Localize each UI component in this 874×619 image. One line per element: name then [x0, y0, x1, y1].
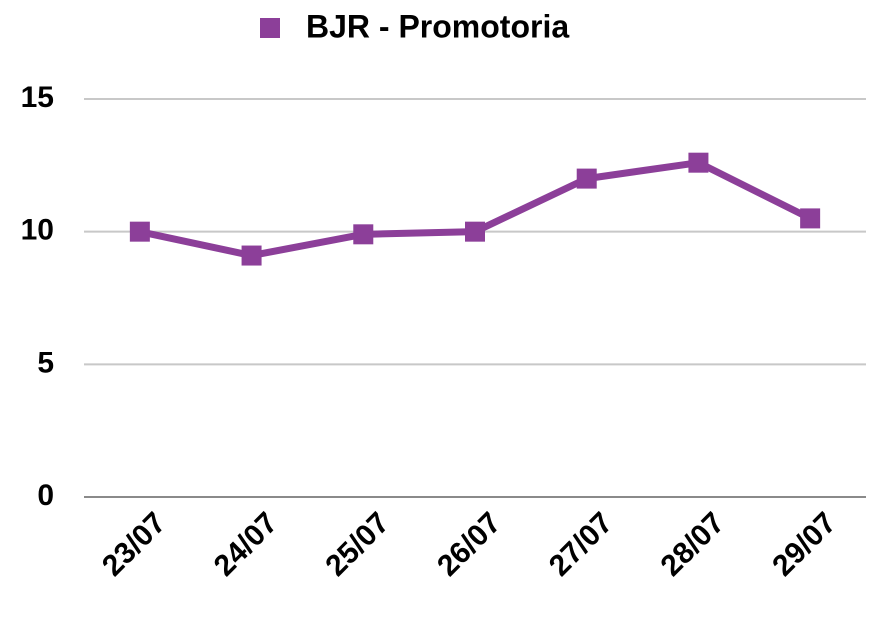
x-tick-label: 24/07 [208, 506, 284, 582]
x-tick-label: 25/07 [319, 506, 395, 582]
point-marker [353, 224, 374, 245]
y-tick-label: 10 [21, 214, 54, 247]
point-marker [241, 245, 262, 266]
legend-label: BJR - Promotoria [306, 8, 569, 44]
x-tick-label: 29/07 [766, 506, 842, 582]
y-tick-label: 0 [37, 479, 54, 512]
point-marker [800, 208, 821, 229]
point-marker [576, 168, 597, 189]
y-tick-label: 5 [37, 346, 54, 379]
point-marker [688, 152, 709, 173]
legend-swatch [260, 18, 280, 38]
point-marker [129, 221, 150, 242]
x-tick-label: 28/07 [655, 506, 731, 582]
x-tick-label: 23/07 [96, 506, 172, 582]
x-tick-label: 27/07 [543, 506, 619, 582]
x-tick-label: 26/07 [431, 506, 507, 582]
point-marker [465, 221, 485, 242]
y-tick-label: 15 [21, 81, 54, 114]
